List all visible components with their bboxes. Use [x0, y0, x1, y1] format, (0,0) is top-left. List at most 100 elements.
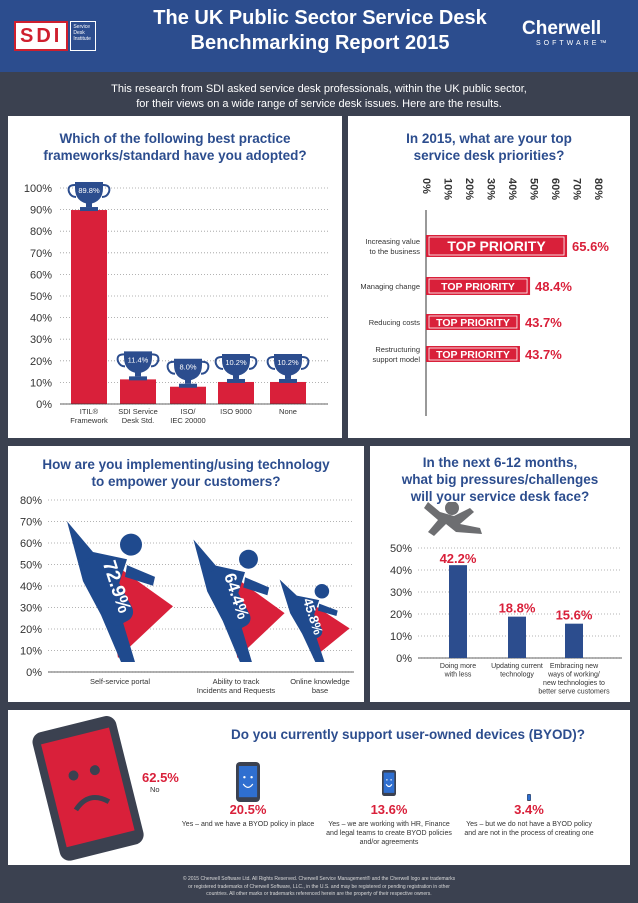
trophy-cup — [174, 358, 202, 381]
x-category-label: Ability to track Incidents and Requests — [197, 677, 276, 695]
y-tick-label: 70% — [30, 248, 52, 260]
superhero-torso — [289, 597, 323, 641]
trophy-handle-right — [248, 355, 258, 370]
trophy-handle-right — [300, 355, 310, 370]
bar-1 — [120, 379, 156, 404]
priority-bar-text: TOP PRIORITY — [441, 281, 515, 293]
trophy-stem — [285, 373, 291, 379]
happy-device-icon-2 — [527, 794, 531, 801]
trophy-handle-right — [101, 184, 111, 199]
y-tick-label: 50% — [20, 560, 42, 572]
page-title-line1: The UK Public Sector Service Desk — [153, 7, 487, 29]
bar-value-label: 10.2% — [225, 358, 247, 367]
superhero-torso — [205, 568, 251, 631]
device-smile — [242, 783, 254, 788]
pressure-bar-0 — [449, 565, 467, 658]
device-screen — [383, 772, 395, 793]
priority-category-label: Increasing value to the business — [365, 237, 420, 256]
trophy-stem — [86, 202, 92, 208]
footer-legal: © 2015 Cherwell Software Ltd. All Rights… — [100, 876, 538, 899]
y-tick-label: 80% — [20, 495, 42, 507]
sdi-logo-text: SDI — [14, 21, 69, 51]
technology-chart: 0%10%20%30%40%50%60%70%80%72.9% 64.4% 45.8… — [20, 495, 354, 695]
priority-bar-2 — [426, 314, 520, 330]
trophy-handle-left — [116, 353, 126, 368]
x-category-label: Embracing new ways of working/new technol… — [538, 663, 610, 696]
y-tick-label: 30% — [30, 334, 52, 346]
trophy-cup — [75, 182, 103, 205]
x-tick-label: 20% — [463, 178, 475, 200]
priority-value-label: 43.7% — [525, 315, 562, 330]
y-tick-label: 30% — [390, 587, 412, 599]
frameworks-chart: 0% 10% 20% 30% 40% 50% 60% 70% 80% 90% 100% 89.8% IT… — [24, 182, 328, 425]
technology-title-line1: How are you implementing/using technolog… — [42, 457, 330, 472]
bar-4 — [270, 381, 306, 404]
bar-value-label: 10.2% — [277, 358, 299, 367]
priority-bar-text: TOP PRIORITY — [436, 349, 510, 361]
superhero-head — [314, 583, 330, 599]
hurdler-body — [424, 502, 482, 536]
priority-bar-3 — [426, 346, 520, 362]
tablet-frown — [73, 795, 111, 812]
y-tick-label: 40% — [30, 313, 52, 325]
trophy-handle-left — [166, 360, 176, 375]
trophy-base — [279, 378, 297, 383]
header-bar — [0, 0, 638, 72]
trophy-cup — [124, 351, 152, 374]
pressure-bar-2 — [565, 623, 583, 658]
y-tick-label: 90% — [30, 205, 52, 217]
priorities-title-line2: service desk priorities? — [413, 148, 565, 163]
byod-value-label: 13.6% — [371, 802, 408, 817]
tablet-eye-right — [89, 765, 100, 776]
pressures-chart: 0% 10% 20% 30% 40% 50% 42.2% Doing more with les… — [390, 502, 622, 696]
technology-panel: How are you implementing/using technolog… — [8, 446, 364, 702]
x-tick-label: 80% — [592, 178, 604, 200]
trophy-icon — [214, 353, 258, 383]
x-tick-label: 60% — [549, 178, 561, 200]
y-tick-label: 30% — [20, 603, 42, 615]
device-screen — [527, 794, 531, 801]
trophy-icon — [166, 358, 210, 388]
trophy-handle-left — [67, 184, 77, 199]
trophy-handle-right — [200, 360, 210, 375]
trophy-base — [80, 207, 98, 212]
byod-value-label: 62.5% — [142, 770, 179, 785]
byod-desc-label: Yes – but we do not have a BYOD policy an… — [464, 821, 593, 837]
priority-bar-border — [428, 236, 565, 256]
footer-line1: © 2015 Cherwell Software Ltd. All Rights… — [182, 876, 456, 882]
x-tick-label: 30% — [485, 178, 497, 200]
pressures-title: In the next 6-12 months, what big pressu… — [370, 454, 630, 505]
priorities-title: In 2015, what are your top service desk … — [348, 130, 630, 164]
frameworks-title: Which of the following best practice fra… — [8, 130, 342, 164]
y-tick-label: 60% — [20, 538, 42, 550]
x-category-label: Self-service portal — [90, 677, 150, 686]
y-tick-label: 50% — [390, 543, 412, 555]
x-category-label: Updating current technology — [491, 663, 543, 679]
footer-line2: or registered trademarks of Cherwell Sof… — [188, 883, 450, 890]
trophy-icon — [266, 353, 310, 383]
bar-value-label: 8.0% — [179, 363, 196, 372]
intro-line2: for their views on a wide range of servi… — [136, 98, 502, 110]
x-category-label: ISO/IEC 20000 — [170, 407, 205, 425]
pressure-value-label: 18.8% — [499, 601, 536, 616]
byod-value-label: 3.4% — [514, 802, 544, 817]
superhero-arm — [243, 577, 270, 596]
x-tick-label: 0% — [420, 178, 432, 194]
hurdler-icon — [424, 502, 482, 536]
superhero-arm — [317, 603, 338, 616]
trophy-handle-left — [214, 355, 224, 370]
x-tick-label: 10% — [442, 178, 454, 200]
y-tick-label: 100% — [24, 183, 52, 195]
priority-bar-border — [428, 347, 518, 361]
trophy-base — [179, 383, 197, 388]
y-tick-label: 70% — [20, 517, 42, 529]
y-tick-label: 10% — [30, 377, 52, 389]
pressures-title-line3: will your service desk face? — [410, 489, 590, 504]
pressure-value-label: 15.6% — [556, 608, 593, 623]
priority-bar-1 — [426, 277, 531, 295]
pressure-bar-1 — [508, 616, 526, 658]
y-tick-label: 0% — [36, 399, 52, 411]
x-category-label: ITIL® Framework — [70, 407, 108, 425]
trophy-icon — [67, 182, 111, 212]
trophy-handle-left — [266, 355, 276, 370]
